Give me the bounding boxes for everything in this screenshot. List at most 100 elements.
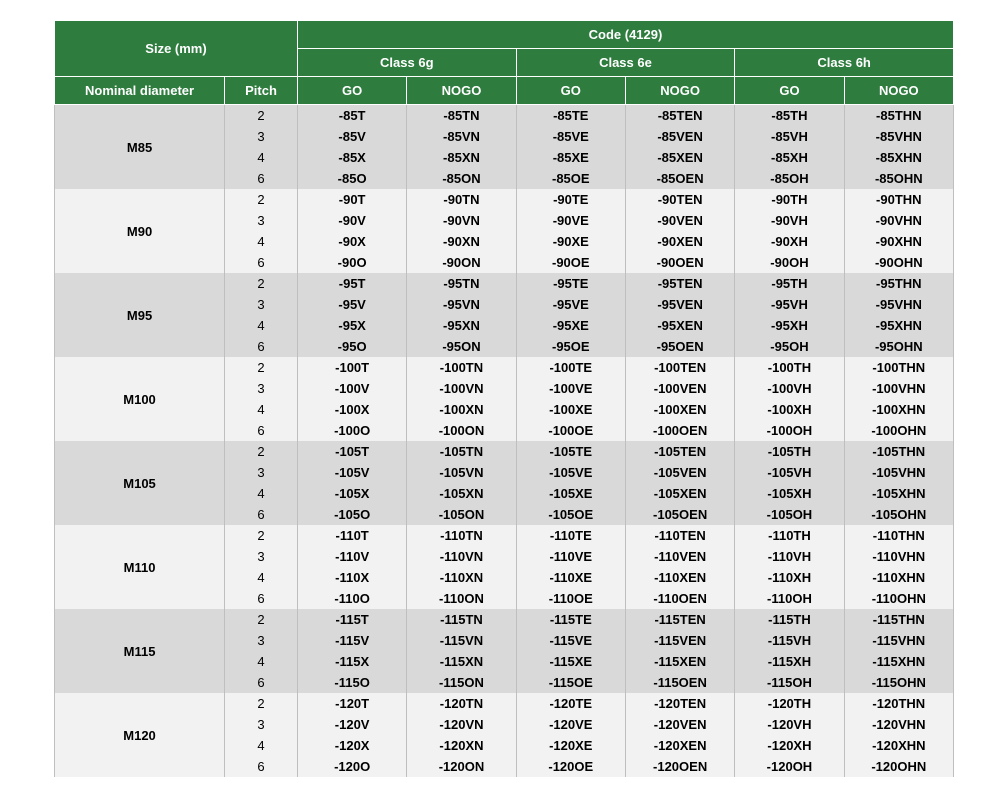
cell-code: -95OH xyxy=(735,336,844,357)
cell-pitch: 2 xyxy=(225,441,298,462)
cell-code: -110TH xyxy=(735,525,844,546)
cell-code: -115XHN xyxy=(844,651,953,672)
cell-code: -90TE xyxy=(516,189,625,210)
cell-code: -120VN xyxy=(407,714,516,735)
cell-code: -95OHN xyxy=(844,336,953,357)
cell-code: -85OHN xyxy=(844,168,953,189)
cell-code: -100TE xyxy=(516,357,625,378)
cell-code: -85XN xyxy=(407,147,516,168)
table-header: Size (mm) Code (4129) Class 6g Class 6e … xyxy=(55,21,954,105)
cell-pitch: 2 xyxy=(225,609,298,630)
header-class-6h: Class 6h xyxy=(735,49,954,77)
cell-code: -100XH xyxy=(735,399,844,420)
cell-code: -105TEN xyxy=(625,441,734,462)
cell-code: -120TN xyxy=(407,693,516,714)
cell-pitch: 6 xyxy=(225,588,298,609)
cell-pitch: 6 xyxy=(225,168,298,189)
cell-code: -100OE xyxy=(516,420,625,441)
cell-code: -85ON xyxy=(407,168,516,189)
cell-nominal: M110 xyxy=(55,525,225,609)
cell-code: -95VE xyxy=(516,294,625,315)
cell-code: -120XH xyxy=(735,735,844,756)
cell-code: -100V xyxy=(297,378,406,399)
table-row: M852-85T-85TN-85TE-85TEN-85TH-85THN xyxy=(55,105,954,127)
cell-pitch: 2 xyxy=(225,189,298,210)
cell-pitch: 6 xyxy=(225,336,298,357)
cell-code: -95OE xyxy=(516,336,625,357)
cell-code: -95VH xyxy=(735,294,844,315)
cell-code: -90TN xyxy=(407,189,516,210)
cell-code: -105X xyxy=(297,483,406,504)
cell-code: -115TH xyxy=(735,609,844,630)
cell-code: -90V xyxy=(297,210,406,231)
cell-pitch: 6 xyxy=(225,756,298,777)
cell-code: -85VHN xyxy=(844,126,953,147)
cell-code: -90THN xyxy=(844,189,953,210)
cell-code: -100O xyxy=(297,420,406,441)
cell-code: -115VEN xyxy=(625,630,734,651)
cell-code: -90O xyxy=(297,252,406,273)
cell-code: -105XE xyxy=(516,483,625,504)
cell-pitch: 3 xyxy=(225,126,298,147)
cell-code: -90OEN xyxy=(625,252,734,273)
cell-code: -100XHN xyxy=(844,399,953,420)
cell-code: -120VEN xyxy=(625,714,734,735)
cell-code: -110THN xyxy=(844,525,953,546)
cell-code: -110T xyxy=(297,525,406,546)
cell-code: -120XEN xyxy=(625,735,734,756)
cell-pitch: 2 xyxy=(225,357,298,378)
cell-code: -85XEN xyxy=(625,147,734,168)
cell-code: -85VH xyxy=(735,126,844,147)
cell-code: -100XEN xyxy=(625,399,734,420)
cell-code: -115T xyxy=(297,609,406,630)
cell-code: -90XEN xyxy=(625,231,734,252)
cell-code: -100T xyxy=(297,357,406,378)
cell-pitch: 4 xyxy=(225,315,298,336)
cell-code: -110XHN xyxy=(844,567,953,588)
cell-code: -95VHN xyxy=(844,294,953,315)
cell-code: -100THN xyxy=(844,357,953,378)
cell-code: -95VEN xyxy=(625,294,734,315)
cell-code: -105O xyxy=(297,504,406,525)
cell-code: -100XE xyxy=(516,399,625,420)
cell-pitch: 3 xyxy=(225,714,298,735)
cell-nominal: M100 xyxy=(55,357,225,441)
cell-code: -100VE xyxy=(516,378,625,399)
table-body: M852-85T-85TN-85TE-85TEN-85TH-85THN3-85V… xyxy=(55,105,954,778)
cell-nominal: M105 xyxy=(55,441,225,525)
cell-code: -120XN xyxy=(407,735,516,756)
cell-code: -120THN xyxy=(844,693,953,714)
cell-pitch: 4 xyxy=(225,147,298,168)
cell-code: -110OEN xyxy=(625,588,734,609)
cell-code: -110XE xyxy=(516,567,625,588)
cell-code: -90OE xyxy=(516,252,625,273)
table-row: M1102-110T-110TN-110TE-110TEN-110TH-110T… xyxy=(55,525,954,546)
cell-code: -95VN xyxy=(407,294,516,315)
cell-code: -85XH xyxy=(735,147,844,168)
cell-code: -95XEN xyxy=(625,315,734,336)
cell-code: -95XH xyxy=(735,315,844,336)
cell-code: -120O xyxy=(297,756,406,777)
cell-code: -85XHN xyxy=(844,147,953,168)
table-row: M1052-105T-105TN-105TE-105TEN-105TH-105T… xyxy=(55,441,954,462)
cell-code: -110X xyxy=(297,567,406,588)
header-go-6h: GO xyxy=(735,77,844,105)
cell-code: -115XH xyxy=(735,651,844,672)
cell-pitch: 2 xyxy=(225,693,298,714)
cell-code: -90X xyxy=(297,231,406,252)
cell-code: -105TH xyxy=(735,441,844,462)
cell-code: -100VHN xyxy=(844,378,953,399)
cell-pitch: 6 xyxy=(225,504,298,525)
cell-code: -90VHN xyxy=(844,210,953,231)
cell-pitch: 4 xyxy=(225,735,298,756)
cell-code: -100X xyxy=(297,399,406,420)
cell-code: -85TH xyxy=(735,105,844,127)
cell-code: -85T xyxy=(297,105,406,127)
cell-code: -115VN xyxy=(407,630,516,651)
cell-code: -105XN xyxy=(407,483,516,504)
cell-code: -105OH xyxy=(735,504,844,525)
cell-code: -120OE xyxy=(516,756,625,777)
cell-pitch: 4 xyxy=(225,399,298,420)
cell-pitch: 6 xyxy=(225,420,298,441)
cell-nominal: M120 xyxy=(55,693,225,777)
